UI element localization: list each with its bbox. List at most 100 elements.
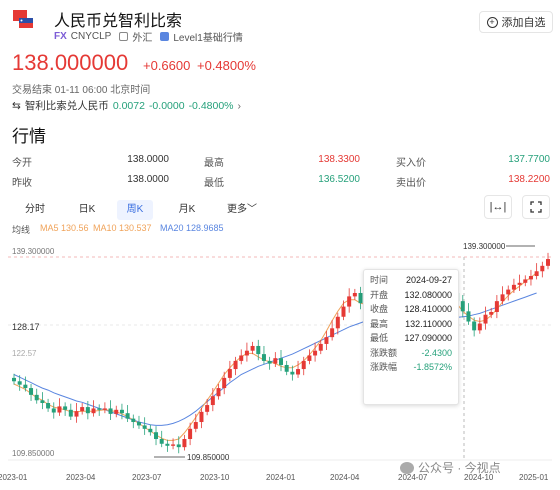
- candle: [171, 438, 176, 450]
- candlestick-chart[interactable]: 139.300000 128.17 122.57 109.850000 139.…: [0, 236, 560, 490]
- candle-body: [466, 311, 471, 322]
- candle-body: [182, 439, 187, 448]
- candle: [142, 417, 147, 435]
- candle: [511, 278, 516, 293]
- tab-more[interactable]: 更多﹀: [222, 200, 262, 220]
- candle-body: [279, 358, 283, 365]
- candle: [136, 415, 141, 429]
- candle: [216, 383, 221, 400]
- candle: [352, 288, 357, 300]
- candle: [165, 439, 170, 452]
- cross-rate-link[interactable]: ⇆ 智利比索兑人民币 0.0072 -0.0000 -0.4800% ›: [12, 98, 241, 113]
- x-tick-label: 2024-07: [398, 473, 428, 482]
- add-watchlist-button[interactable]: + 添加自选: [479, 11, 553, 33]
- x-tick-label: 2024-10: [464, 473, 494, 482]
- x-tick-label: 2023-10: [200, 473, 230, 482]
- candle: [23, 376, 28, 392]
- candle: [318, 339, 323, 355]
- candle-body: [97, 408, 102, 410]
- candle-body: [119, 409, 124, 414]
- tab-more-label: 更多: [227, 204, 247, 215]
- candle: [284, 360, 289, 376]
- candle-body: [546, 259, 550, 266]
- watermark: 公众号 · 今视点: [400, 459, 501, 476]
- market-label: 外汇: [132, 33, 153, 44]
- prev-close-label: 昨收: [12, 178, 32, 189]
- low-label: 最低: [204, 178, 224, 189]
- candle-body: [330, 328, 335, 338]
- candle-body: [477, 323, 482, 331]
- candle-body: [540, 265, 545, 272]
- candle-body: [199, 411, 204, 423]
- candle: [222, 371, 227, 395]
- candle: [119, 403, 124, 420]
- min-price-label: 109.850000: [187, 453, 230, 462]
- candle-body: [256, 345, 261, 355]
- fullscreen-icon: [530, 201, 542, 213]
- candle: [102, 402, 107, 414]
- candle-body: [51, 408, 56, 413]
- candle-body: [506, 289, 511, 295]
- candle-body: [125, 413, 130, 419]
- tab-intraday[interactable]: 分时: [25, 204, 45, 215]
- candle-body: [108, 408, 113, 414]
- tab-weekly[interactable]: 周K: [117, 200, 153, 220]
- candle-body: [63, 406, 68, 410]
- fullscreen-button[interactable]: [522, 195, 550, 219]
- candle-body: [500, 294, 505, 302]
- y-tick-mid: 122.57: [12, 349, 37, 358]
- candle-body: [341, 306, 346, 317]
- candle: [279, 350, 283, 372]
- tab-daily[interactable]: 日K: [78, 204, 96, 215]
- candle: [125, 405, 130, 423]
- candle-body: [114, 409, 119, 414]
- candle: [301, 356, 306, 376]
- wechat-icon: [400, 461, 414, 474]
- candle-body: [528, 276, 533, 280]
- bid-value: 137.7700: [508, 154, 550, 165]
- level-icon: [160, 32, 170, 41]
- candle: [239, 349, 244, 365]
- cross-rate-change: -0.0000: [148, 99, 185, 112]
- open-label: 今开: [12, 158, 32, 169]
- candle-body: [273, 358, 278, 364]
- candle: [267, 356, 272, 370]
- candle: [85, 400, 90, 420]
- candle: [80, 403, 85, 415]
- candle: [114, 405, 119, 418]
- candle-body: [335, 316, 340, 329]
- candle-body: [57, 406, 62, 413]
- candle: [506, 285, 511, 301]
- candle: [250, 341, 255, 355]
- tab-monthly[interactable]: 月K: [178, 204, 196, 215]
- y-tick-crosshair: 128.17: [12, 322, 40, 332]
- cross-rate-label: 智利比索兑人民币: [24, 100, 109, 112]
- tooltip-row-high: 最高 132.110000: [370, 318, 452, 329]
- fit-width-button[interactable]: |↔|: [484, 195, 512, 219]
- candle-body: [352, 292, 357, 297]
- candle-body: [102, 408, 107, 410]
- candle: [313, 342, 318, 362]
- x-tick-label: 2023-07: [132, 473, 162, 482]
- candle-body: [159, 439, 164, 444]
- candle-body: [534, 271, 539, 277]
- candle: [34, 388, 39, 404]
- candle-body: [261, 354, 266, 361]
- candle-body: [307, 355, 312, 361]
- chevron-right-icon: ›: [237, 99, 242, 112]
- candle-body: [239, 355, 244, 361]
- candle-body: [284, 364, 289, 372]
- candle-body: [17, 381, 22, 385]
- candle: [523, 275, 528, 287]
- candle-body: [148, 428, 153, 433]
- candle: [176, 436, 181, 454]
- low-value: 136.5200: [318, 174, 360, 185]
- ma10-legend: MA10 130.537: [93, 223, 152, 233]
- candle-body: [244, 350, 249, 356]
- candle-body: [154, 432, 159, 440]
- ma-label: 均线: [12, 225, 31, 235]
- candle: [335, 312, 340, 335]
- candle: [483, 306, 488, 330]
- x-axis-ticks: 2023-01 2023-04 2023-07 2023-10 2024-01 2024-…: [0, 473, 549, 482]
- bid-label: 买入价: [396, 158, 426, 169]
